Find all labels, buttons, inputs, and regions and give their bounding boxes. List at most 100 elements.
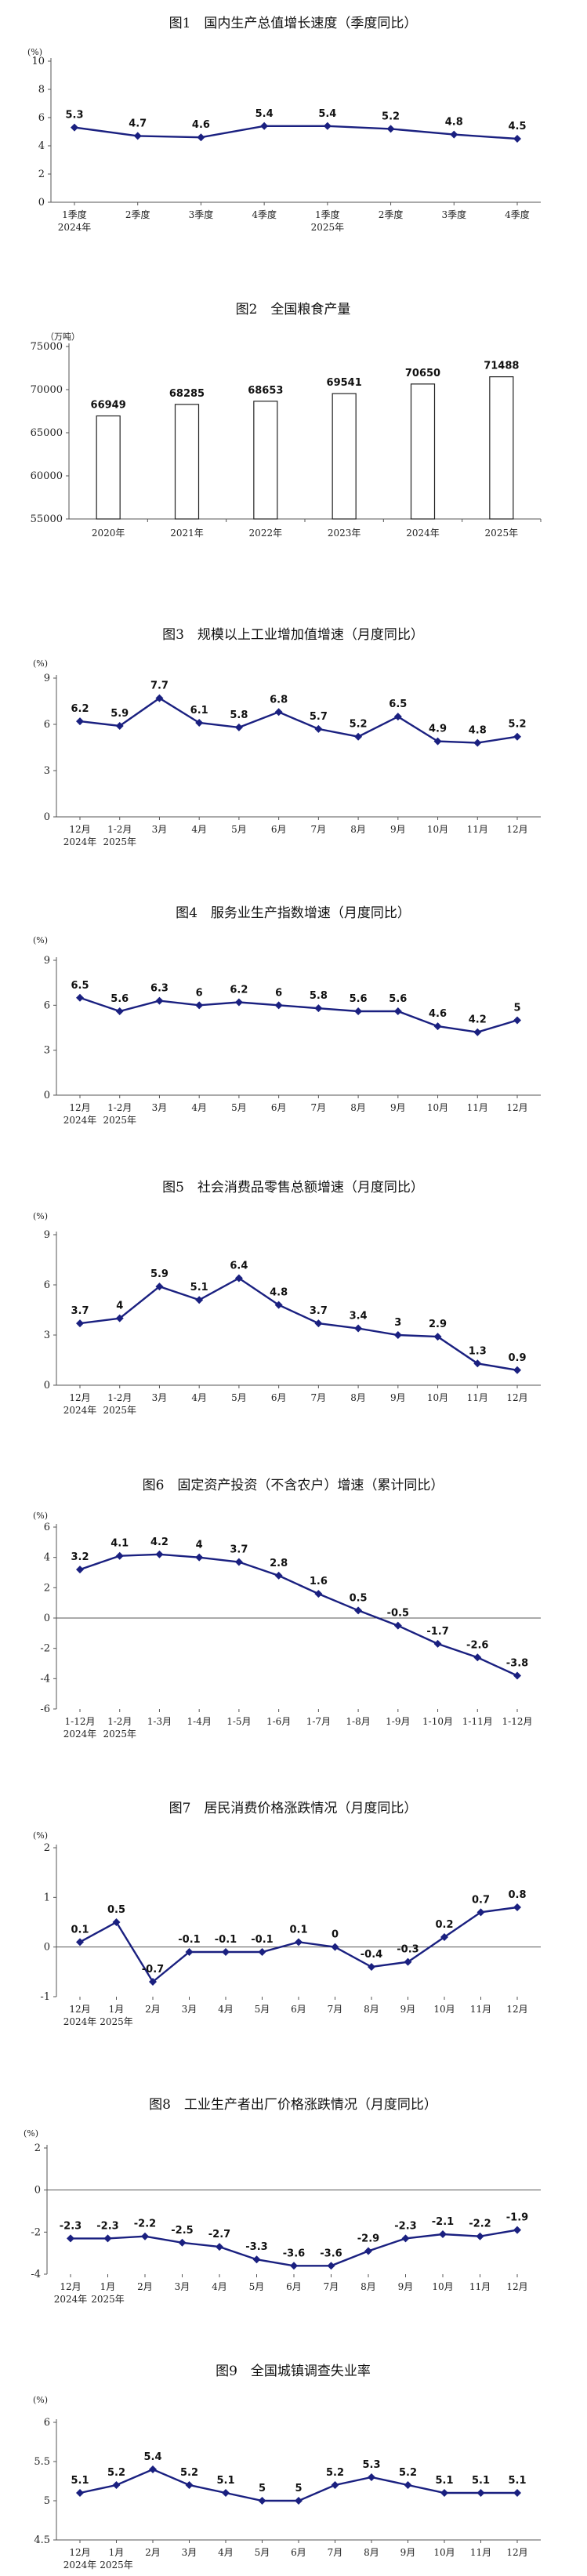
x-tick-label: 2季度 [125, 209, 150, 220]
y-axis-unit: (%) [27, 47, 42, 57]
x-tick-label: 3季度 [441, 209, 466, 220]
x-tick-sublabel: 2025年 [103, 1729, 136, 1740]
x-tick-label: 3月 [152, 1392, 168, 1403]
x-tick-label: 2025年 [485, 528, 519, 539]
data-point [513, 1671, 521, 1680]
data-label: 0.5 [107, 1904, 125, 1916]
data-label: 1.6 [310, 1576, 328, 1587]
data-label: 5.2 [350, 719, 368, 731]
data-point [404, 2481, 412, 2489]
x-tick-sublabel: 2024年 [63, 836, 97, 847]
chart-title: 图1 国内生产总值增长速度（季度同比） [169, 16, 418, 31]
x-tick-label: 1月 [100, 2281, 116, 2292]
data-label: -2.5 [171, 2225, 193, 2237]
data-label: -0.1 [215, 1934, 237, 1946]
data-label: 5.3 [362, 2459, 380, 2471]
data-label: 0.1 [289, 1924, 307, 1936]
y-tick-label: 2 [44, 1582, 50, 1594]
data-point [295, 1938, 303, 1947]
y-tick-label: 8 [38, 84, 45, 96]
data-label: 68653 [248, 385, 283, 397]
chart-cpi-svg: 图7 居民消费价格涨跌情况（月度同比） (%) -1 0 1 2 0.1 0.5 -0.7 -0.… [33, 1801, 541, 2027]
x-tick-label: 9月 [400, 2004, 416, 2015]
chart-grain-output: 图2 全国粮食产量 （万吨） 55000 60000 65000 70000 75000 66… [0, 290, 587, 611]
x-tick-label: 9月 [390, 1392, 406, 1403]
chart-title: 图6 固定资产投资（不含农户）增速（累计同比） [143, 1478, 444, 1493]
x-tick-label: 1-6月 [266, 1716, 291, 1727]
data-point [185, 1948, 194, 1956]
x-tick-label: 1-2月 [107, 824, 132, 835]
chart-title: 图5 社会消费品零售总额增速（月度同比） [162, 1180, 424, 1195]
data-label: 3.4 [350, 1310, 368, 1322]
chart-title: 图9 全国城镇调查失业率 [216, 2364, 371, 2379]
data-point [354, 1007, 363, 1015]
x-tick-label: 11月 [467, 1392, 488, 1403]
data-label: -2.1 [432, 2216, 454, 2228]
data-label: 6.2 [71, 703, 89, 715]
data-point [393, 1621, 402, 1630]
x-tick-label: 1月 [109, 2004, 125, 2015]
data-label: 6.3 [150, 983, 168, 995]
x-tick-label: 8月 [364, 2547, 379, 2558]
data-label: 0.5 [350, 1592, 368, 1604]
data-point [327, 2262, 335, 2270]
x-tick-label: 12月 [69, 2004, 90, 2015]
data-point [76, 1938, 84, 1947]
data-point [76, 2489, 84, 2497]
y-tick-label: 0 [34, 2185, 41, 2197]
data-point [234, 1558, 243, 1566]
data-label: 5.4 [255, 108, 274, 120]
data-label: 5.8 [310, 990, 328, 1002]
y-tick-label: 70000 [31, 384, 63, 396]
data-label: 5.8 [230, 709, 248, 721]
data-point [274, 1301, 283, 1309]
data-point [76, 1319, 84, 1328]
data-label: 5.9 [111, 708, 129, 720]
x-tick-label: 1-11月 [462, 1716, 493, 1727]
data-point [195, 719, 204, 727]
chart-services-index-svg: 图4 服务业生产指数增速（月度同比） (%) 0 3 6 9 6.5 5.6 6.3 6 6.2 6 5… [33, 905, 541, 1126]
data-label: -2.3 [60, 2220, 82, 2232]
data-label: 6.1 [190, 705, 208, 717]
data-point [513, 732, 521, 741]
x-tick-sublabel: 2024年 [63, 1729, 97, 1740]
data-label: -1.7 [426, 1626, 448, 1638]
data-point [314, 1590, 323, 1598]
data-label: 4.8 [469, 725, 487, 737]
data-point [440, 1933, 448, 1941]
data-point [368, 2473, 375, 2481]
data-point [76, 1566, 84, 1574]
data-label: 0.9 [508, 1352, 526, 1364]
data-label: 69541 [327, 377, 362, 389]
chart-fixed-asset-investment-svg: 图6 固定资产投资（不含农户）增速（累计同比） (%) -6 -4 -2 0 2 4 6 3.2 4… [33, 1478, 541, 1740]
y-tick-label: -6 [40, 1703, 50, 1715]
data-label: 4.1 [111, 1538, 129, 1550]
data-point [274, 1001, 283, 1010]
x-tick-label: 1-5月 [226, 1716, 251, 1727]
x-tick-label: 1-2月 [107, 1716, 132, 1727]
x-tick-label: 5月 [231, 1392, 247, 1403]
x-tick-label: 12月 [60, 2281, 81, 2292]
data-point [314, 1004, 323, 1013]
data-label: 5.2 [508, 719, 526, 731]
data-point [404, 1957, 412, 1966]
data-label: 3.7 [310, 1305, 328, 1317]
data-point [234, 998, 243, 1007]
data-label: 5.2 [107, 2467, 125, 2479]
data-point [364, 2247, 372, 2255]
data-label: 4.8 [270, 1287, 288, 1299]
data-point [234, 723, 243, 731]
x-tick-label: 12月 [506, 2004, 527, 2015]
x-tick-label: 5月 [249, 2281, 265, 2292]
y-axis-unit: (%) [33, 2395, 48, 2405]
x-tick-sublabel: 2025年 [91, 2294, 125, 2305]
data-point [141, 2232, 149, 2240]
x-tick-label: 12月 [69, 1102, 90, 1113]
data-point [476, 2232, 484, 2240]
x-tick-sublabel: 2024年 [54, 2294, 88, 2305]
data-point [115, 1314, 124, 1322]
y-tick-label: 9 [44, 955, 50, 967]
y-tick-label: 0 [44, 1613, 50, 1624]
data-label: 2.9 [429, 1319, 447, 1330]
x-tick-label: 8月 [350, 1102, 366, 1113]
